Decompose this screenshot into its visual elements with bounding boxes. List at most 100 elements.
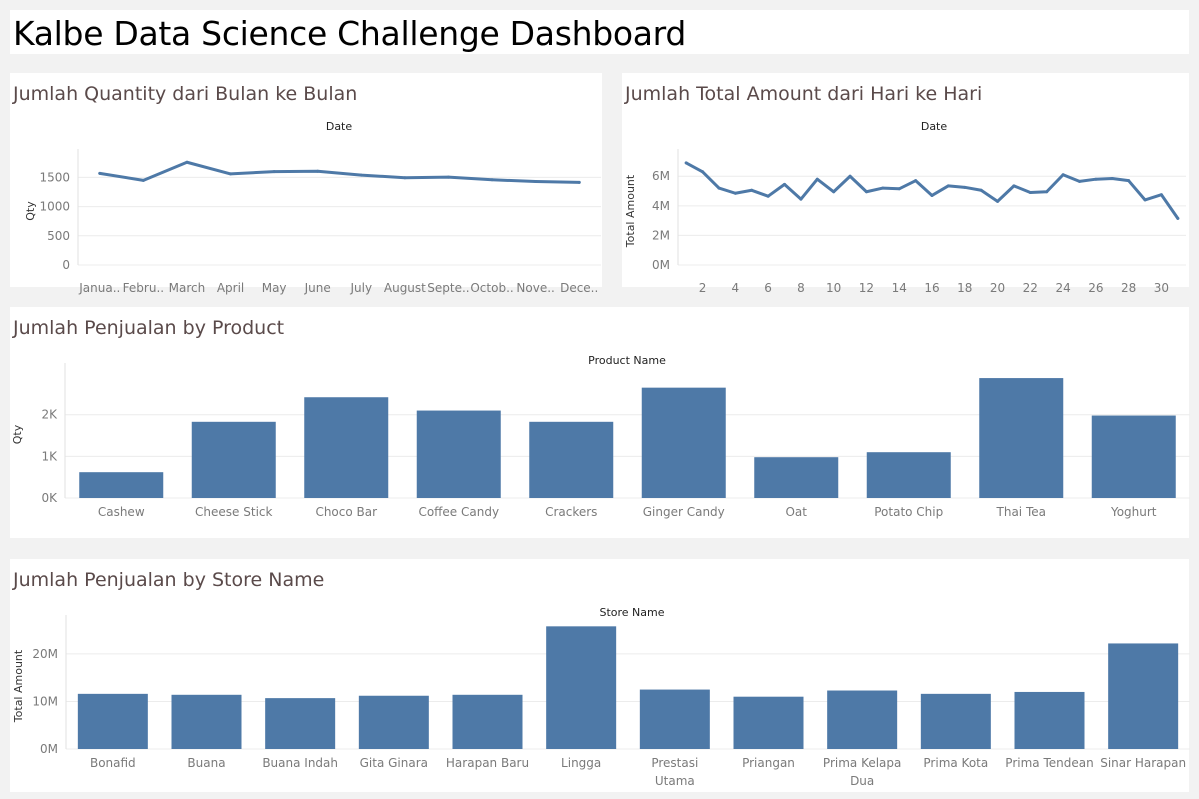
data-point — [815, 177, 819, 181]
bar — [304, 397, 389, 498]
data-point — [832, 190, 836, 194]
x-tick-label: Febru.. — [123, 281, 164, 295]
x-tick-label: Harapan Baru — [446, 756, 529, 770]
series-line — [684, 161, 1180, 220]
data-point — [534, 180, 538, 184]
data-point — [963, 185, 967, 189]
x-tick-label: Oat — [785, 505, 807, 519]
y-tick-label: 4M — [652, 199, 670, 213]
data-point — [98, 171, 102, 175]
data-point — [141, 178, 145, 182]
data-point — [446, 175, 450, 179]
data-point — [577, 180, 581, 184]
data-point — [1012, 184, 1016, 188]
amount-by-day-title: Jumlah Total Amount dari Hari ke Hari — [625, 83, 983, 105]
x-tick-label: Cashew — [98, 505, 145, 519]
y-tick-label: 10M — [32, 694, 58, 708]
bar — [641, 387, 726, 498]
series-line — [98, 160, 581, 184]
dashboard-title: Kalbe Data Science Challenge Dashboard — [13, 14, 686, 53]
bar — [171, 694, 242, 749]
x-tick-label: July — [349, 281, 372, 295]
title-panel: Kalbe Data Science Challenge Dashboard — [10, 10, 1189, 54]
x-tick-label: 18 — [957, 281, 972, 295]
bar — [79, 472, 164, 498]
quantity-by-month-title: Jumlah Quantity dari Bulan ke Bulan — [13, 83, 358, 105]
y-axis-title: Qty — [11, 424, 24, 444]
x-tick-label: Octob.. — [470, 281, 513, 295]
bar — [639, 689, 710, 749]
x-tick-label: 2 — [699, 281, 707, 295]
x-tick-label: 24 — [1055, 281, 1070, 295]
x-tick-label: 26 — [1088, 281, 1103, 295]
x-tick-label: Prima Kota — [923, 756, 988, 770]
x-tick-label: March — [169, 281, 206, 295]
quantity-by-month-panel: Jumlah Quantity dari Bulan ke Bulan Date… — [10, 73, 602, 295]
sales-by-product-panel: Jumlah Penjualan by Product Product Name… — [10, 307, 1190, 538]
data-point — [701, 170, 705, 174]
data-point — [1028, 191, 1032, 195]
y-tick-label: 20M — [32, 647, 58, 661]
column-header: Product Name — [588, 354, 666, 367]
data-point — [897, 187, 901, 191]
bar — [546, 626, 617, 749]
x-tick-label: Priangan — [742, 756, 795, 770]
data-point — [1159, 193, 1163, 197]
bar — [754, 457, 839, 498]
bar — [866, 452, 951, 498]
bar — [529, 421, 614, 498]
x-tick-label: 4 — [732, 281, 740, 295]
bar — [1108, 643, 1179, 749]
data-point — [717, 186, 721, 190]
data-point — [185, 160, 189, 164]
x-tick-label: Dece.. — [560, 281, 598, 295]
bar — [827, 690, 898, 749]
y-axis-title: Qty — [24, 201, 37, 221]
data-point — [1094, 177, 1098, 181]
y-tick-label: 0M — [40, 742, 58, 756]
x-tick-label: 30 — [1154, 281, 1169, 295]
bar — [265, 698, 336, 749]
column-header: Store Name — [599, 606, 664, 619]
x-tick-label: Ginger Candy — [643, 505, 725, 519]
y-tick-label: 6M — [652, 169, 670, 183]
x-tick-label: Choco Bar — [315, 505, 377, 519]
bar — [1014, 691, 1085, 749]
bar — [733, 696, 804, 749]
x-tick-label: Septe.. — [427, 281, 469, 295]
y-tick-label: 0K — [41, 491, 58, 505]
y-tick-label: 1500 — [39, 170, 70, 184]
sales-by-store-title: Jumlah Penjualan by Store Name — [13, 569, 325, 591]
data-point — [403, 176, 407, 180]
bar — [191, 421, 276, 498]
column-header: Date — [326, 120, 353, 133]
sales-by-product-chart: Product Name Qty 0K 1K 2K Cashew Cheese Stick C… — [11, 354, 1190, 519]
y-tick-label: 2K — [41, 408, 58, 422]
y-axis-title: Total Amount — [12, 649, 25, 723]
x-tick-label: Coffee Candy — [418, 505, 499, 519]
x-tick-label: Prima Tendean — [1005, 756, 1093, 770]
x-tick-label: Prestasi Utama — [651, 756, 698, 788]
sales-by-store-chart: Store Name Total Amount 0M 10M 20M Bonafid Bua… — [12, 606, 1190, 788]
x-tick-label: 12 — [859, 281, 874, 295]
data-point — [864, 190, 868, 194]
data-point — [783, 182, 787, 186]
x-tick-label: 14 — [892, 281, 907, 295]
y-tick-label: 0M — [652, 258, 670, 272]
x-tick-label: Nove.. — [516, 281, 554, 295]
data-point — [684, 161, 688, 165]
y-tick-label: 500 — [47, 229, 70, 243]
x-tick-label: Lingga — [561, 756, 601, 770]
x-tick-label: Sinar Harapan — [1100, 756, 1186, 770]
bar — [1091, 415, 1176, 498]
y-tick-label: 0 — [62, 258, 70, 272]
data-point — [750, 188, 754, 192]
y-tick-label: 2M — [652, 228, 670, 242]
x-tick-label: August — [384, 281, 426, 295]
x-tick-label: 10 — [826, 281, 841, 295]
x-tick-label: Potato Chip — [874, 505, 943, 519]
y-tick-label: 1K — [41, 449, 58, 463]
sales-by-product-title: Jumlah Penjualan by Product — [13, 317, 285, 339]
bar — [358, 695, 429, 749]
quantity-by-month-chart: Date Qty 0 500 1000 1500 Janua.. Febru.. March Ap… — [24, 120, 601, 295]
